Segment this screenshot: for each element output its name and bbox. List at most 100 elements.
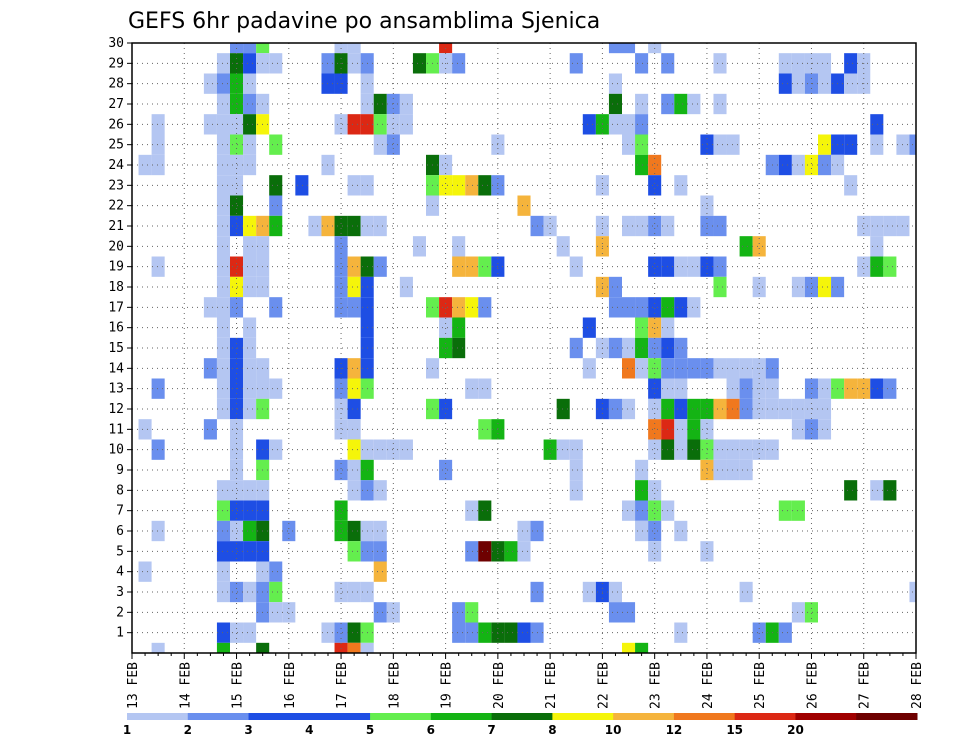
heatmap-cell [582, 358, 596, 379]
heatmap-cell [216, 154, 230, 176]
heatmap-cell [726, 134, 740, 155]
heatmap-cell [674, 93, 688, 115]
heatmap-cell [230, 215, 244, 237]
heatmap-cell [412, 236, 426, 257]
heatmap-cell [216, 276, 230, 298]
heatmap-cell [334, 500, 348, 521]
legend-swatch [734, 713, 796, 720]
heatmap-cell [216, 236, 230, 257]
heatmap-cell [243, 93, 257, 115]
heatmap-cell [386, 439, 400, 460]
heatmap-cell [373, 114, 387, 135]
heatmap-cell [818, 154, 832, 176]
heatmap-cell [230, 114, 244, 135]
heatmap-cell [648, 297, 662, 318]
heatmap-cell [608, 114, 622, 135]
heatmap-cell [635, 642, 649, 653]
heatmap-cell [347, 215, 361, 237]
heatmap-cell [726, 398, 740, 420]
heatmap-cell [216, 500, 230, 521]
heatmap-cell [334, 256, 348, 277]
heatmap-cell [230, 276, 244, 298]
heatmap-cell [870, 215, 884, 237]
y-tick-label: 5 [116, 544, 124, 559]
legend-swatch [127, 713, 189, 720]
heatmap-cell [243, 73, 257, 94]
heatmap-cell [373, 602, 387, 623]
legend-label: 12 [666, 723, 683, 737]
legend-label: 2 [184, 723, 192, 737]
y-tick-label: 2 [116, 605, 124, 620]
heatmap-cell [700, 134, 714, 155]
heatmap-cell [347, 480, 361, 501]
heatmap-cell [687, 398, 701, 420]
y-tick-label: 12 [108, 402, 124, 417]
heatmap-cell [844, 134, 858, 155]
x-tick-label: 26 FEB [805, 662, 820, 709]
heatmap-cell [622, 398, 636, 420]
heatmap-cell [216, 398, 230, 420]
heatmap-cell [883, 378, 897, 399]
y-tick-label: 26 [108, 117, 124, 132]
heatmap-cell [713, 358, 727, 379]
heatmap-cell [726, 378, 740, 399]
heatmap-cell [870, 256, 884, 277]
heatmap-cell [739, 439, 753, 460]
heatmap-cell [504, 622, 518, 643]
heatmap-cell [635, 337, 649, 359]
heatmap-cell [857, 215, 871, 237]
heatmap-cell [203, 419, 217, 440]
heatmap-cell [230, 520, 244, 542]
heatmap-cell [230, 459, 244, 481]
heatmap-cell [752, 236, 766, 257]
heatmap-cell [478, 175, 492, 196]
heatmap-cell [635, 480, 649, 501]
y-tick-label: 8 [116, 483, 124, 498]
heatmap-cell [138, 561, 152, 582]
heatmap-cell [230, 500, 244, 521]
heatmap-cell [818, 276, 832, 298]
heatmap-cell [203, 114, 217, 135]
heatmap-cell [635, 215, 649, 237]
heatmap-cell [216, 561, 230, 582]
legend-label: 5 [366, 723, 374, 737]
y-tick-label: 25 [108, 138, 124, 153]
heatmap-cell [818, 398, 832, 420]
heatmap-cell [569, 480, 583, 501]
heatmap-cell [739, 459, 753, 481]
x-tick-label: 25 FEB [753, 662, 768, 709]
x-tick-label: 23 FEB [649, 662, 664, 709]
legend-swatch [430, 713, 493, 720]
heatmap-cell [230, 480, 244, 501]
heatmap-cell [412, 53, 426, 74]
heatmap-cell [752, 276, 766, 298]
heatmap-cell [478, 500, 492, 521]
heatmap-cell [203, 73, 217, 94]
heatmap-cell [203, 358, 217, 379]
heatmap-cell [243, 154, 257, 176]
heatmap-cell [622, 337, 636, 359]
heatmap-cell [243, 398, 257, 420]
heatmap-cell [648, 175, 662, 196]
heatmap-cell [857, 256, 871, 277]
x-axis: 13 FEB 14 FEB 15 FEB 16 FEB 17 FEB 18 FEB 19 F… [126, 653, 925, 709]
chart-title: GEFS 6hr padavine po ansamblima Sjenica [128, 9, 600, 34]
heatmap-cell [282, 602, 296, 623]
heatmap-cell [243, 581, 257, 603]
heatmap-cell [373, 520, 387, 542]
heatmap-cell [791, 73, 805, 94]
heatmap-cell [334, 297, 348, 318]
heatmap-cell [269, 195, 283, 216]
heatmap-cell [216, 73, 230, 94]
heatmap-cell [256, 642, 270, 653]
heatmap-cell [269, 378, 283, 399]
heatmap-cell [465, 541, 479, 562]
heatmap-cell [347, 358, 361, 379]
heatmap-cell [216, 642, 230, 653]
heatmap-cell [778, 398, 792, 420]
heatmap-cell [752, 622, 766, 643]
x-tick-label: 27 FEB [858, 662, 873, 709]
heatmap-cell [216, 317, 230, 338]
heatmap-cell [230, 419, 244, 440]
heatmap-cell [504, 541, 518, 562]
